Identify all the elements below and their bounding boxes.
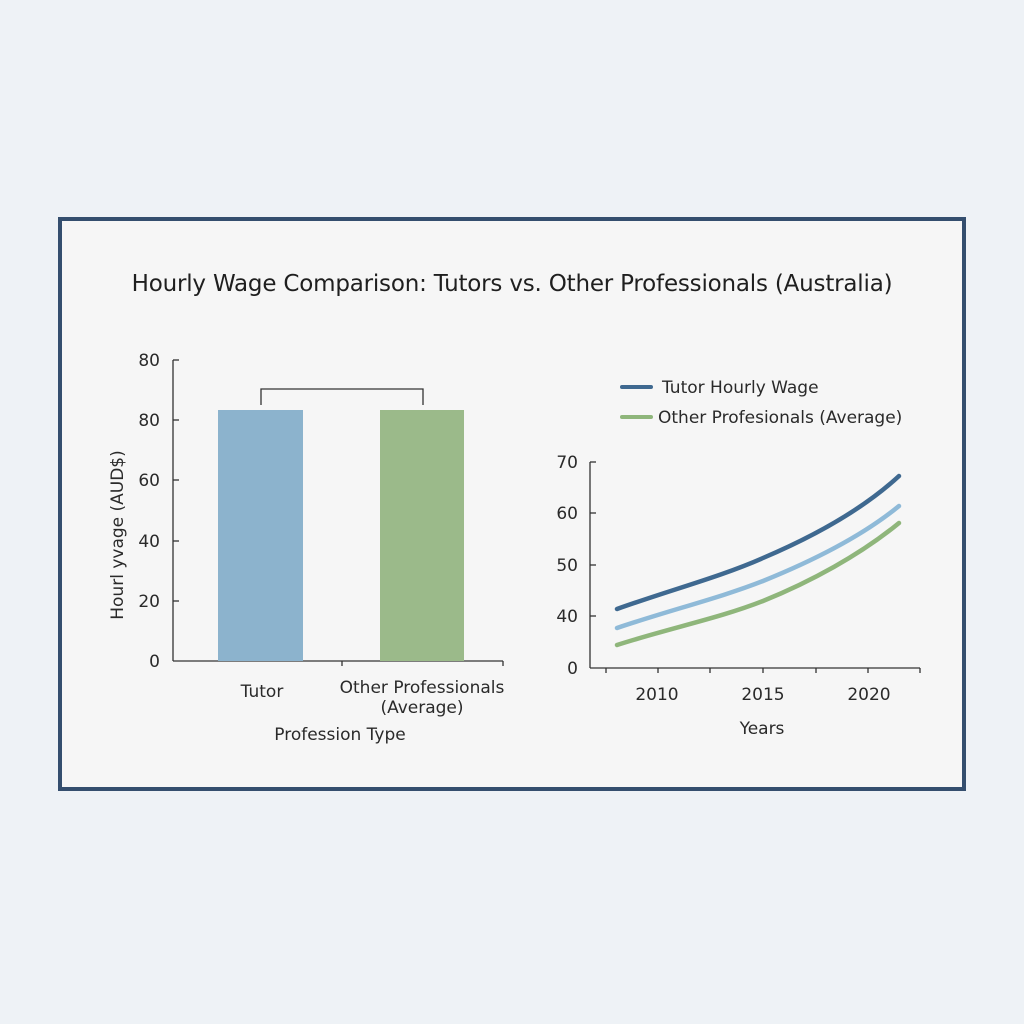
line-y-tick: 0 bbox=[567, 659, 578, 679]
line-y-tick: 70 bbox=[556, 453, 578, 473]
line-tutor-light bbox=[614, 503, 902, 631]
line-x-tick: 2020 bbox=[847, 685, 890, 705]
legend-label-other: Other Profesionals (Average) bbox=[658, 408, 902, 428]
comparison-bracket bbox=[260, 388, 424, 405]
bar-category-label: (Average) bbox=[380, 698, 463, 718]
line-y-tick: 40 bbox=[556, 607, 578, 627]
line-x-tick: 2015 bbox=[741, 685, 784, 705]
bar-other-professionals bbox=[380, 410, 464, 661]
line-x-tick: 2010 bbox=[635, 685, 678, 705]
bar-y-axis-label: Hourl yvage (AUD$) bbox=[108, 450, 128, 620]
bar-y-tick: 80 bbox=[138, 351, 160, 371]
bar-y-tick: 20 bbox=[138, 592, 160, 612]
line-other-professionals bbox=[614, 520, 902, 648]
bar-category-label: Other Professionals bbox=[340, 678, 505, 698]
bar-y-tick: 80 bbox=[138, 411, 160, 431]
bar-category-label: Tutor bbox=[240, 682, 284, 702]
bar-y-tick: 60 bbox=[138, 471, 160, 491]
legend-label-tutor: Tutor Hourly Wage bbox=[661, 378, 819, 398]
bar-chart: 80 80 60 40 20 0 Hourl yvage (AUD$) Tuto… bbox=[108, 351, 504, 745]
legend: Tutor Hourly Wage Other Profesionals (Av… bbox=[620, 378, 902, 428]
bar-y-tick: 40 bbox=[138, 532, 160, 552]
line-y-tick: 50 bbox=[556, 556, 578, 576]
bar-tutor bbox=[218, 410, 303, 661]
chart-title: Hourly Wage Comparison: Tutors vs. Other… bbox=[131, 271, 893, 297]
line-y-tick: 60 bbox=[556, 504, 578, 524]
chart-frame: Hourly Wage Comparison: Tutors vs. Other… bbox=[58, 217, 966, 791]
line-x-axis-label: Years bbox=[739, 719, 785, 739]
line-chart: Tutor Hourly Wage Other Profesionals (Av… bbox=[556, 378, 921, 739]
bar-x-axis-label: Profession Type bbox=[274, 725, 405, 745]
line-tutor bbox=[614, 473, 902, 612]
bar-y-tick: 0 bbox=[149, 652, 160, 672]
